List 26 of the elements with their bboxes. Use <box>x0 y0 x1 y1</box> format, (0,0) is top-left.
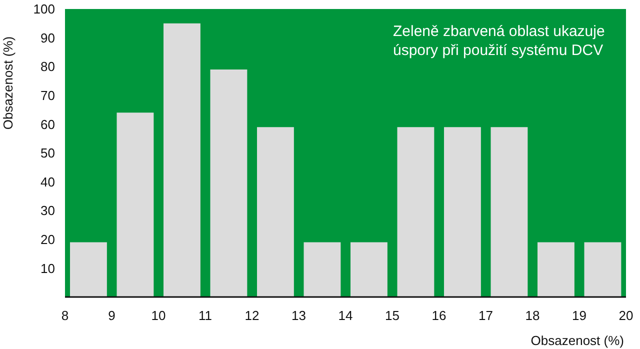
y-tick-label: 60 <box>40 116 55 132</box>
x-tick-label: 16 <box>432 308 446 324</box>
x-tick-label: 17 <box>478 308 493 324</box>
y-tick-label: 70 <box>40 88 55 104</box>
x-tick-label: 15 <box>385 308 400 324</box>
y-tick-label: 100 <box>33 2 55 17</box>
x-tick-label: 13 <box>292 308 306 324</box>
y-tick-label: 30 <box>40 203 55 218</box>
y-tick-label: 80 <box>40 59 55 74</box>
y-tick-label: 90 <box>40 30 55 46</box>
y-tick-label: 50 <box>40 146 55 161</box>
x-tick-label: 12 <box>244 308 260 324</box>
y-axis-title: Obsazenost (%) <box>0 36 16 130</box>
x-tick-label: 8 <box>61 308 69 324</box>
y-tick-label: 40 <box>40 174 55 190</box>
x-tick-label: 10 <box>151 308 166 324</box>
x-tick-label: 14 <box>338 308 353 324</box>
y-tick-label: 20 <box>40 232 55 248</box>
x-tick-label: 20 <box>618 308 634 324</box>
x-tick-label: 18 <box>525 308 540 324</box>
x-tick-label: 9 <box>108 308 116 324</box>
x-tick-label: 11 <box>198 308 212 324</box>
y-tick-label: 10 <box>40 260 55 276</box>
x-axis-title: Obsazenost (%) <box>530 333 624 348</box>
x-tick-label: 19 <box>572 308 586 324</box>
annotation: Zeleně zbarvená oblast ukazuje úspory při použití systému DCV <box>393 22 606 60</box>
